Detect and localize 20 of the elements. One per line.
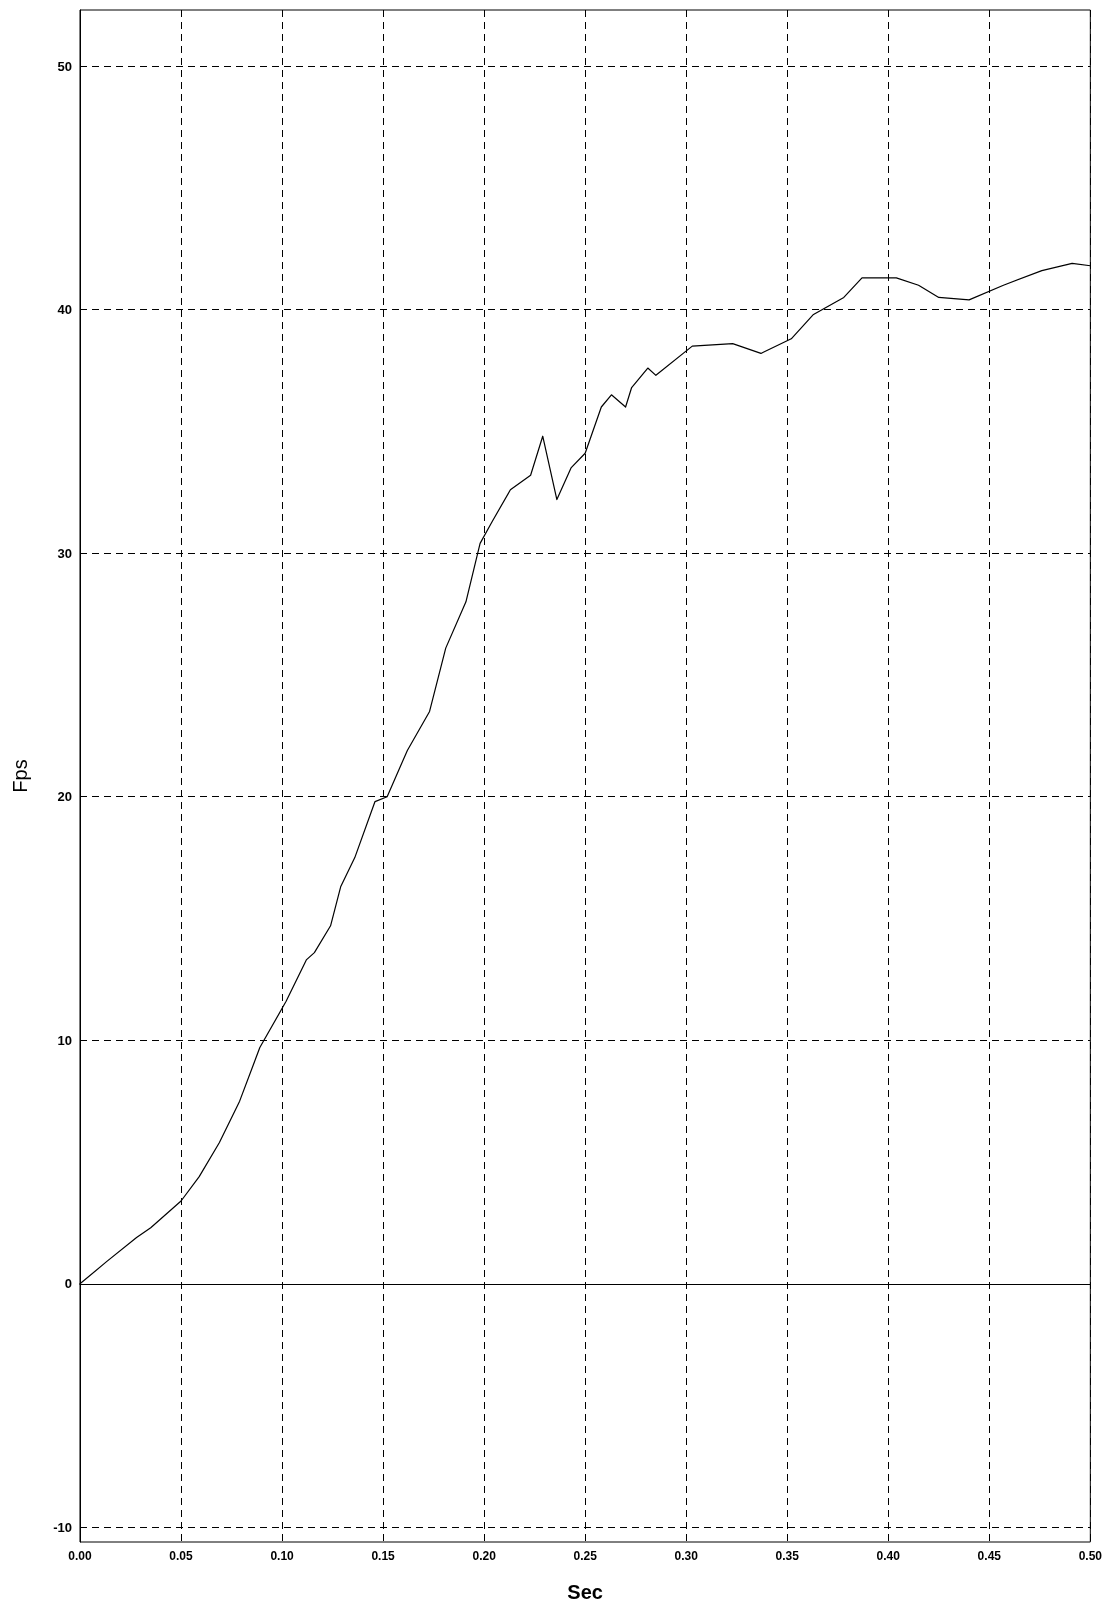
x-tick-label: 0.30: [674, 1549, 699, 1563]
y-tick-label: 50: [57, 58, 72, 74]
x-tick-label: 0.05: [169, 1549, 194, 1563]
y-tick-label: 40: [57, 302, 72, 318]
x-tick-label: 0.25: [573, 1549, 598, 1563]
x-axis-title: Sec: [567, 1581, 603, 1603]
x-tick-label: 0.15: [371, 1549, 396, 1563]
y-tick-label: 0: [64, 1276, 72, 1292]
y-tick-label: 10: [57, 1032, 72, 1048]
x-tick-label: 0.20: [472, 1549, 497, 1563]
x-tick-label: 0.35: [775, 1549, 800, 1563]
y-tick-label: 20: [57, 789, 72, 805]
x-tick-label: 0.50: [1078, 1549, 1103, 1563]
y-tick-label: 30: [57, 545, 72, 561]
y-axis-title: Fps: [9, 759, 31, 793]
y-tick-label: -10: [53, 1519, 72, 1535]
x-tick-label: 0.00: [68, 1549, 92, 1563]
x-tick-label: 0.40: [876, 1549, 901, 1563]
x-tick-label: 0.10: [270, 1549, 295, 1563]
x-tick-label: 0.45: [977, 1549, 1002, 1563]
